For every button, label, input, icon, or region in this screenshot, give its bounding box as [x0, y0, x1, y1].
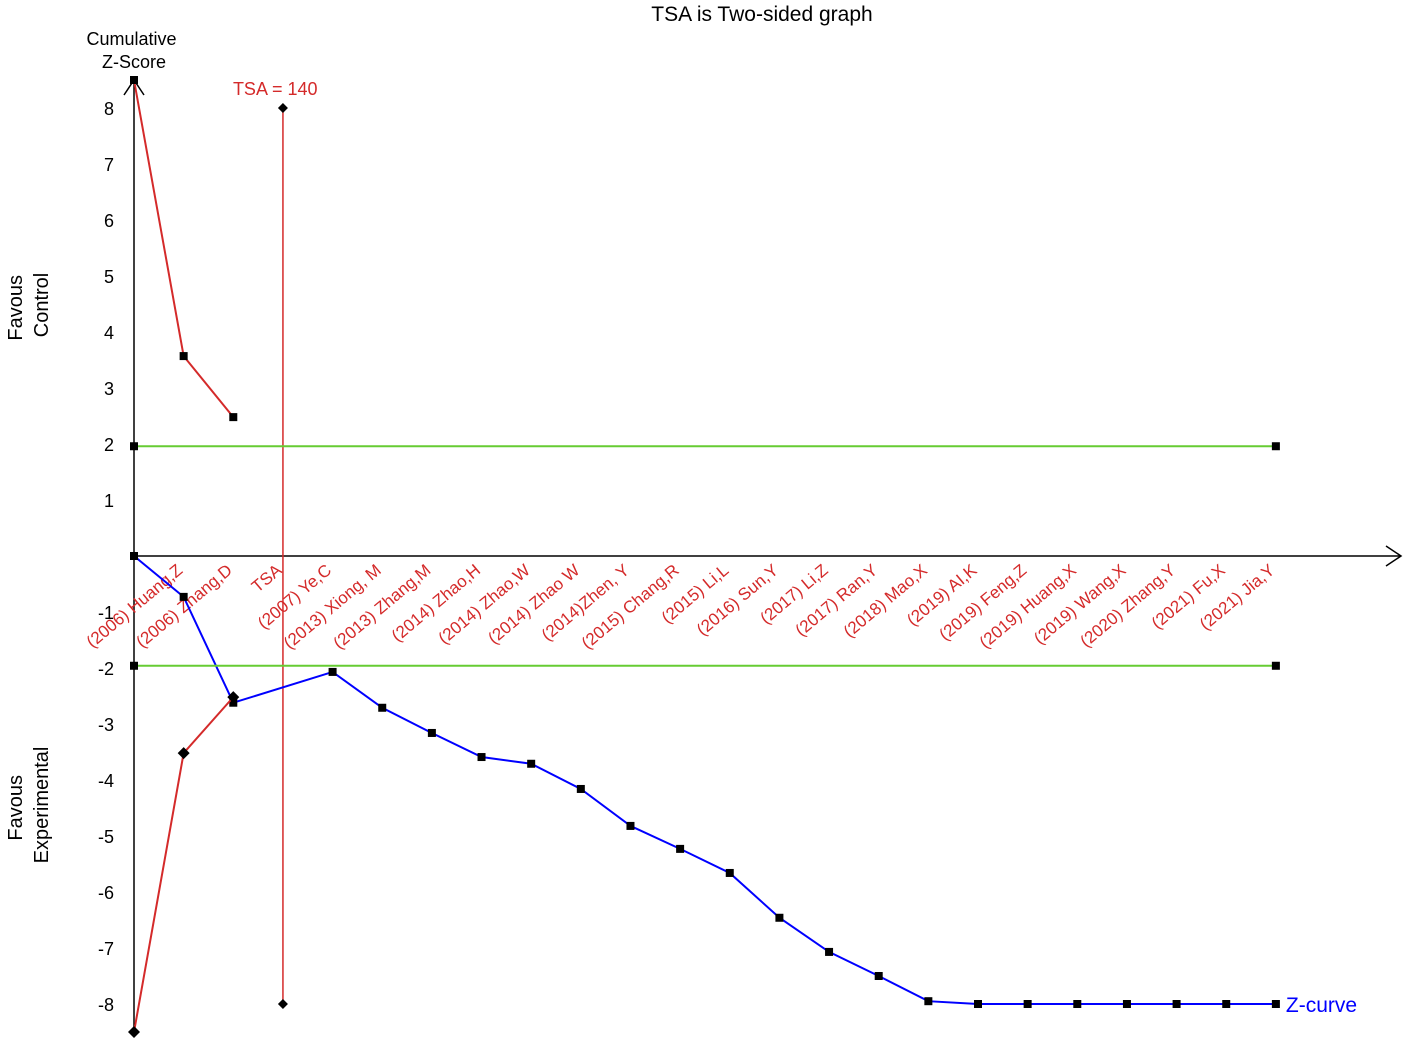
marker	[626, 821, 635, 830]
marker	[1073, 1000, 1082, 1008]
chart-title: TSA is Two-sided graph	[651, 3, 872, 26]
marker	[1222, 1000, 1231, 1008]
marker	[378, 703, 387, 712]
marker	[576, 784, 585, 793]
marker	[130, 552, 138, 560]
marker	[130, 661, 138, 670]
y-tick-label: -8	[98, 995, 114, 1015]
y-tick-label: -3	[98, 715, 114, 735]
x-axis-arrow	[1385, 545, 1403, 567]
marker	[130, 442, 138, 451]
x-tick-label: TSA	[248, 560, 286, 596]
y-tick-label: 8	[104, 99, 114, 119]
y-tick-label: 5	[104, 267, 114, 287]
y-tick-label: -1	[98, 603, 114, 623]
marker	[1271, 442, 1280, 451]
marker	[874, 972, 883, 980]
marker	[1122, 1000, 1131, 1008]
marker	[527, 759, 536, 768]
marker	[130, 76, 138, 84]
marker	[1172, 1000, 1181, 1008]
y-tick-label: 3	[104, 379, 114, 399]
series-label: Z-curve	[1286, 994, 1357, 1017]
upper-label-line: Favous	[5, 275, 27, 341]
marker	[427, 728, 436, 737]
tsa-label: TSA = 140	[233, 79, 318, 99]
marker	[179, 592, 188, 601]
marker	[1023, 1000, 1032, 1008]
y-tick-label: -6	[98, 883, 114, 903]
marker	[477, 753, 486, 762]
marker	[676, 844, 685, 853]
marker	[177, 747, 190, 760]
y-tick-label: 1	[104, 491, 114, 511]
y-tick-label: -7	[98, 939, 114, 959]
marker	[229, 413, 238, 422]
lower-label: Favous Experimental	[5, 747, 53, 864]
marker	[128, 1026, 140, 1038]
marker	[179, 352, 188, 361]
y-tick-label: 4	[104, 323, 114, 343]
marker	[924, 997, 933, 1006]
y-tick-label: -5	[98, 827, 114, 847]
marker	[775, 913, 784, 922]
lower-label-line: Experimental	[31, 747, 53, 864]
y-tick-label: 7	[104, 155, 114, 175]
y-tick-label: 6	[104, 211, 114, 231]
y-tick-label: -2	[98, 659, 114, 679]
y-axis-label-line: Z-Score	[102, 52, 166, 72]
y-tick-label: 2	[104, 435, 114, 455]
marker	[227, 691, 240, 704]
upper-label: Favous Control	[5, 269, 53, 340]
y-axis-label-line: Cumulative	[86, 29, 176, 49]
marker	[328, 667, 337, 676]
series-line	[133, 79, 235, 418]
marker	[1271, 661, 1280, 670]
marker	[725, 868, 734, 877]
upper-label-line: Control	[31, 273, 53, 337]
tsa-marker	[277, 999, 288, 1009]
y-tick-label: -4	[98, 771, 114, 791]
marker	[1271, 1000, 1280, 1008]
marker	[825, 947, 834, 956]
marker	[974, 1000, 982, 1008]
lower-label-line: Favous	[5, 775, 27, 841]
y-axis-label: Cumulative Z-Score	[86, 29, 181, 72]
tsa-marker	[277, 103, 288, 113]
